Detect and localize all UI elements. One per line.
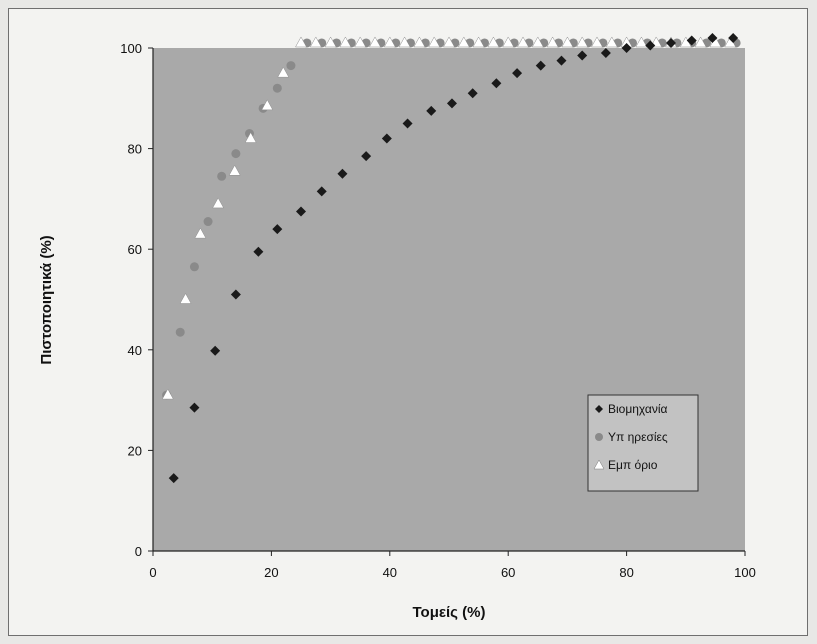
x-tick-label: 40 xyxy=(383,565,397,580)
services-point xyxy=(175,327,185,337)
industry-point xyxy=(556,55,567,66)
legend-label-commerce: Εμπ όριο xyxy=(608,458,658,472)
industry-point xyxy=(253,246,264,257)
commerce-point xyxy=(576,36,589,48)
commerce-point xyxy=(694,36,707,48)
x-tick-label: 20 xyxy=(264,565,278,580)
commerce-point xyxy=(591,36,603,48)
commerce-point xyxy=(261,99,274,111)
industry-point xyxy=(272,224,283,235)
commerce-point xyxy=(531,36,544,48)
industry-point xyxy=(645,40,656,51)
commerce-point xyxy=(546,36,559,48)
industry-point xyxy=(707,32,718,43)
y-tick-label: 20 xyxy=(128,443,142,458)
industry-point xyxy=(512,68,523,79)
legend-box xyxy=(587,394,699,492)
commerce-point xyxy=(277,66,290,78)
commerce-point xyxy=(295,36,307,48)
industry-point xyxy=(426,105,437,116)
y-axis-label: Πιστοποιητικά (%) xyxy=(38,235,55,364)
x-tick-label: 100 xyxy=(734,565,756,580)
commerce-point xyxy=(228,164,241,176)
y-tick-label: 40 xyxy=(128,343,142,358)
industry-point xyxy=(600,48,611,59)
legend: Βιομηχανία Υπ ηρεσίες Εμπ όριο xyxy=(587,394,699,492)
commerce-point xyxy=(413,36,426,48)
industry-point xyxy=(728,32,739,43)
legend-item-services: Υπ ηρεσίες xyxy=(595,430,668,444)
services-point xyxy=(203,217,213,227)
x-tick-label: 80 xyxy=(619,565,633,580)
y-tick-label: 80 xyxy=(128,142,142,157)
y-ticks: 0 20 40 60 80 100 xyxy=(120,41,153,559)
industry-point xyxy=(446,98,457,109)
legend-item-commerce: Εμπ όριο xyxy=(593,458,658,472)
commerce-point xyxy=(179,292,192,304)
services-point xyxy=(272,83,282,93)
commerce-point xyxy=(635,36,648,48)
industry-point xyxy=(296,206,306,217)
commerce-point xyxy=(561,36,574,48)
industry-point xyxy=(361,151,372,162)
commerce-point xyxy=(244,132,257,143)
industry-point xyxy=(491,78,502,89)
commerce-point xyxy=(383,36,396,48)
industry-point xyxy=(402,118,413,129)
commerce-point xyxy=(487,36,500,48)
industry-point xyxy=(337,168,348,179)
commerce-point xyxy=(472,36,485,48)
industry-point xyxy=(467,88,478,99)
y-tick-label: 100 xyxy=(120,41,142,56)
services-point xyxy=(231,149,241,159)
services-point xyxy=(286,61,296,71)
commerce-point xyxy=(443,36,455,48)
legend-label-services: Υπ ηρεσίες xyxy=(608,430,668,444)
industry-point xyxy=(210,345,221,356)
industry-point xyxy=(189,402,200,413)
industry-point xyxy=(577,50,588,61)
industry-point xyxy=(535,60,546,71)
industry-point xyxy=(230,289,241,300)
x-ticks: 0 20 40 60 80 100 xyxy=(149,551,756,580)
commerce-point xyxy=(309,36,322,48)
legend-diamond-marker xyxy=(595,405,603,413)
legend-circle-marker xyxy=(595,433,603,441)
y-tick-label: 0 xyxy=(135,544,142,559)
legend-triangle-marker xyxy=(593,459,605,470)
commerce-point xyxy=(161,388,174,400)
commerce-point xyxy=(354,36,367,48)
x-tick-label: 0 xyxy=(149,565,156,580)
data-points xyxy=(161,32,741,484)
industry-point xyxy=(686,35,697,46)
industry-point xyxy=(381,133,392,144)
industry-point xyxy=(168,473,179,484)
industry-point xyxy=(316,186,327,197)
y-tick-label: 60 xyxy=(128,242,142,257)
commerce-point xyxy=(457,36,470,48)
commerce-point xyxy=(212,197,225,209)
commerce-point xyxy=(605,36,618,48)
services-point xyxy=(217,171,227,181)
services-point xyxy=(189,262,199,272)
x-tick-label: 60 xyxy=(501,565,515,580)
industry-point xyxy=(666,37,676,48)
commerce-point xyxy=(398,36,411,48)
commerce-point xyxy=(339,36,352,48)
x-axis-label: Τομείς (%) xyxy=(413,604,486,621)
commerce-point xyxy=(517,36,529,48)
industry-point xyxy=(621,43,632,53)
commerce-point xyxy=(194,227,207,239)
commerce-point xyxy=(428,36,441,48)
commerce-point xyxy=(502,36,515,48)
legend-label-industry: Βιομηχανία xyxy=(608,402,668,416)
commerce-point xyxy=(324,36,337,48)
commerce-point xyxy=(369,36,381,48)
legend-item-industry: Βιομηχανία xyxy=(595,402,668,416)
